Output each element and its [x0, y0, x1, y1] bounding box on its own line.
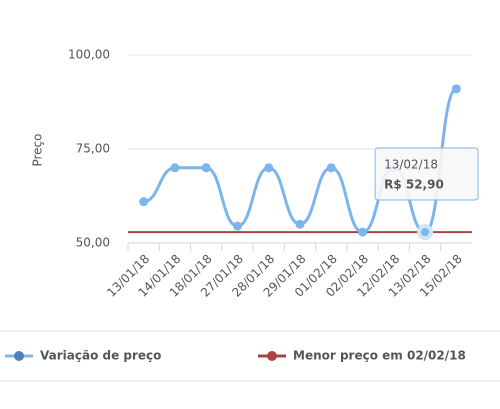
legend-label: Menor preço em 02/02/18	[293, 349, 466, 363]
point	[358, 227, 368, 237]
y-tick-label: 75,00	[76, 142, 110, 156]
point	[295, 219, 305, 229]
point	[417, 224, 434, 241]
point	[232, 221, 242, 231]
point	[170, 163, 180, 173]
point	[451, 84, 461, 94]
point	[139, 197, 149, 207]
point	[326, 163, 336, 173]
tooltip-title: 13/02/18	[384, 158, 438, 172]
point	[264, 163, 274, 173]
point	[201, 163, 211, 173]
tooltip-text: R$ 52,90	[384, 178, 444, 192]
tooltip-box	[374, 147, 479, 201]
legend-symbol	[14, 351, 24, 361]
y-axis-label: Preço	[31, 133, 45, 166]
legend-label: Variação de preço	[40, 349, 161, 363]
legend-symbol	[267, 351, 277, 361]
y-tick-label: 50,00	[76, 236, 110, 250]
y-tick-label: 100,00	[68, 48, 110, 62]
